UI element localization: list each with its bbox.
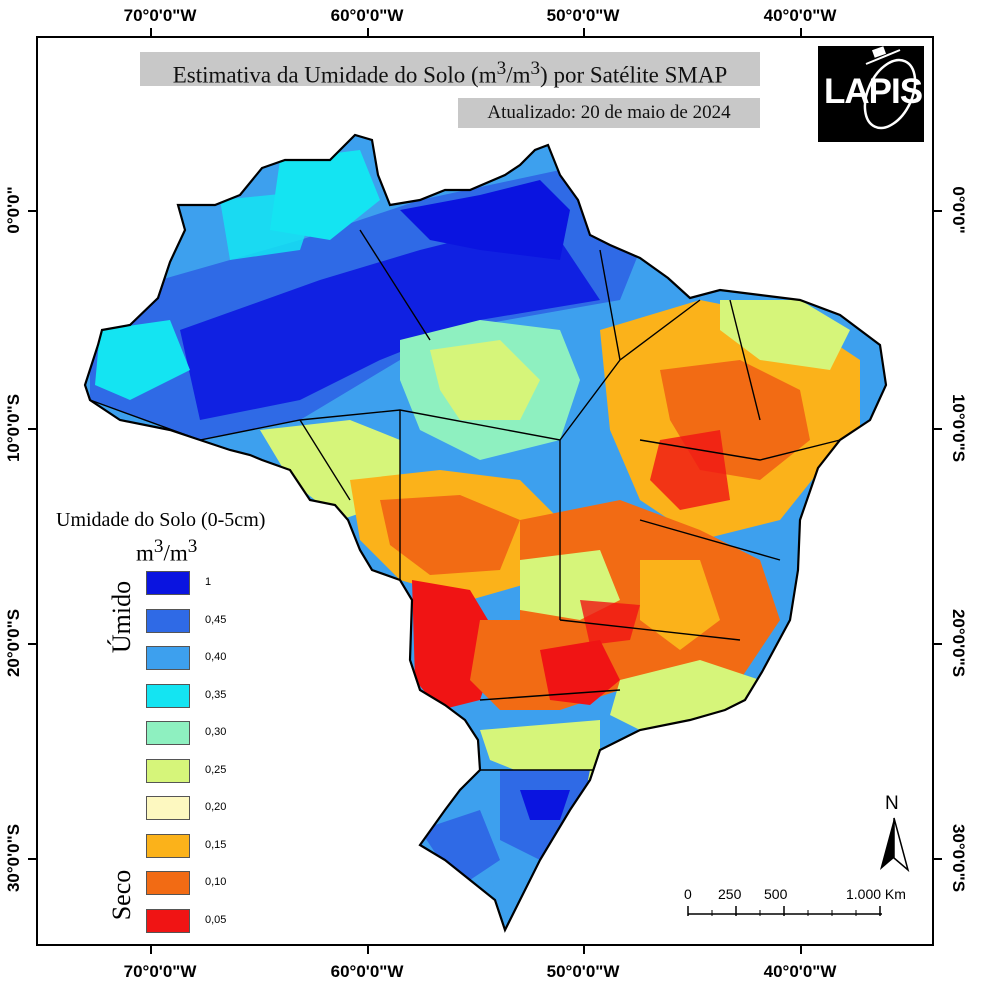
legend-unit: m3/m3 xyxy=(136,536,197,567)
north-label: N xyxy=(885,793,899,814)
legend-swatch-label: 0,15 xyxy=(205,839,227,851)
top-coord-label: 40°0'0"W xyxy=(763,6,837,25)
frame-tick xyxy=(800,28,802,36)
update-date: Atualizado: 20 de maio de 2024 xyxy=(458,98,760,128)
legend-swatch-label: 0,25 xyxy=(205,764,227,776)
frame-tick xyxy=(150,946,152,954)
legend-swatch xyxy=(146,609,190,633)
legend-wet-label: Úmido xyxy=(107,580,136,654)
frame-tick xyxy=(367,946,369,954)
legend-swatch-label: 0,30 xyxy=(205,726,227,738)
title-text: ) por Satélite SMAP xyxy=(540,62,728,88)
frame-tick xyxy=(800,946,802,954)
title-superscript: 3 xyxy=(496,58,507,79)
bottom-coord-label: 50°0'0"W xyxy=(546,962,620,981)
scale-label: 250 xyxy=(718,886,742,902)
top-coord-label: 60°0'0"W xyxy=(330,6,404,25)
frame-tick xyxy=(583,946,585,954)
bottom-coord-label: 40°0'0"W xyxy=(763,962,837,981)
satellite-icon xyxy=(863,46,917,130)
legend-swatch-label: 0,05 xyxy=(205,914,227,926)
title-superscript: 3 xyxy=(530,58,541,79)
frame-tick xyxy=(28,210,36,212)
frame-tick xyxy=(28,643,36,645)
legend-swatch xyxy=(146,571,190,595)
legend-unit-text: m xyxy=(136,540,154,566)
map-title: Estimativa da Umidade do Solo (m3/m3) po… xyxy=(140,52,760,88)
legend-swatch xyxy=(146,834,190,858)
legend-title: Umidade do Solo (0-5cm) xyxy=(56,509,266,531)
scale-label: 0 xyxy=(684,886,692,902)
title-text: /m xyxy=(506,62,531,88)
legend-swatch xyxy=(146,871,190,895)
logo-text: LAPIS xyxy=(824,72,923,111)
bottom-coord-label: 70°0'0"W xyxy=(123,962,197,981)
legend-swatch-label: 0,20 xyxy=(205,801,227,813)
frame-tick xyxy=(934,858,942,860)
bottom-coord-label: 60°0'0"W xyxy=(330,962,404,981)
frame-tick xyxy=(934,643,942,645)
frame-tick xyxy=(583,28,585,36)
legend-swatch-label: 0,10 xyxy=(205,876,227,888)
frame-tick xyxy=(934,210,942,212)
top-coord-label: 50°0'0"W xyxy=(546,6,620,25)
scale-label: 500 xyxy=(764,886,788,902)
legend-swatch xyxy=(146,759,190,783)
frame-tick xyxy=(150,28,152,36)
frame-tick xyxy=(28,858,36,860)
top-coord-label: 70°0'0"W xyxy=(123,6,197,25)
legend-swatch xyxy=(146,684,190,708)
legend-unit-superscript: 3 xyxy=(187,536,198,557)
scale-label: 1.000 Km xyxy=(846,886,906,902)
legend-dry-label: Seco xyxy=(107,869,136,921)
title-text: Estimativa da Umidade do Solo (m xyxy=(172,62,497,88)
legend-swatch xyxy=(146,721,190,745)
frame-tick xyxy=(367,28,369,36)
legend-unit-superscript: 3 xyxy=(153,536,164,557)
legend-swatch-label: 0,35 xyxy=(205,689,227,701)
legend-swatch xyxy=(146,909,190,933)
lapis-logo: LAPIS xyxy=(818,46,924,142)
legend-swatch-label: 0,45 xyxy=(205,614,227,626)
scale-bar xyxy=(687,906,882,916)
legend-swatch xyxy=(146,646,190,670)
legend-swatch-label: 0,40 xyxy=(205,651,227,663)
north-arrow-icon xyxy=(880,817,910,872)
frame-tick xyxy=(934,428,942,430)
legend-unit-text: /m xyxy=(163,540,188,566)
legend-swatch xyxy=(146,796,190,820)
frame-tick xyxy=(28,428,36,430)
legend-swatch-label: 1 xyxy=(205,576,212,588)
